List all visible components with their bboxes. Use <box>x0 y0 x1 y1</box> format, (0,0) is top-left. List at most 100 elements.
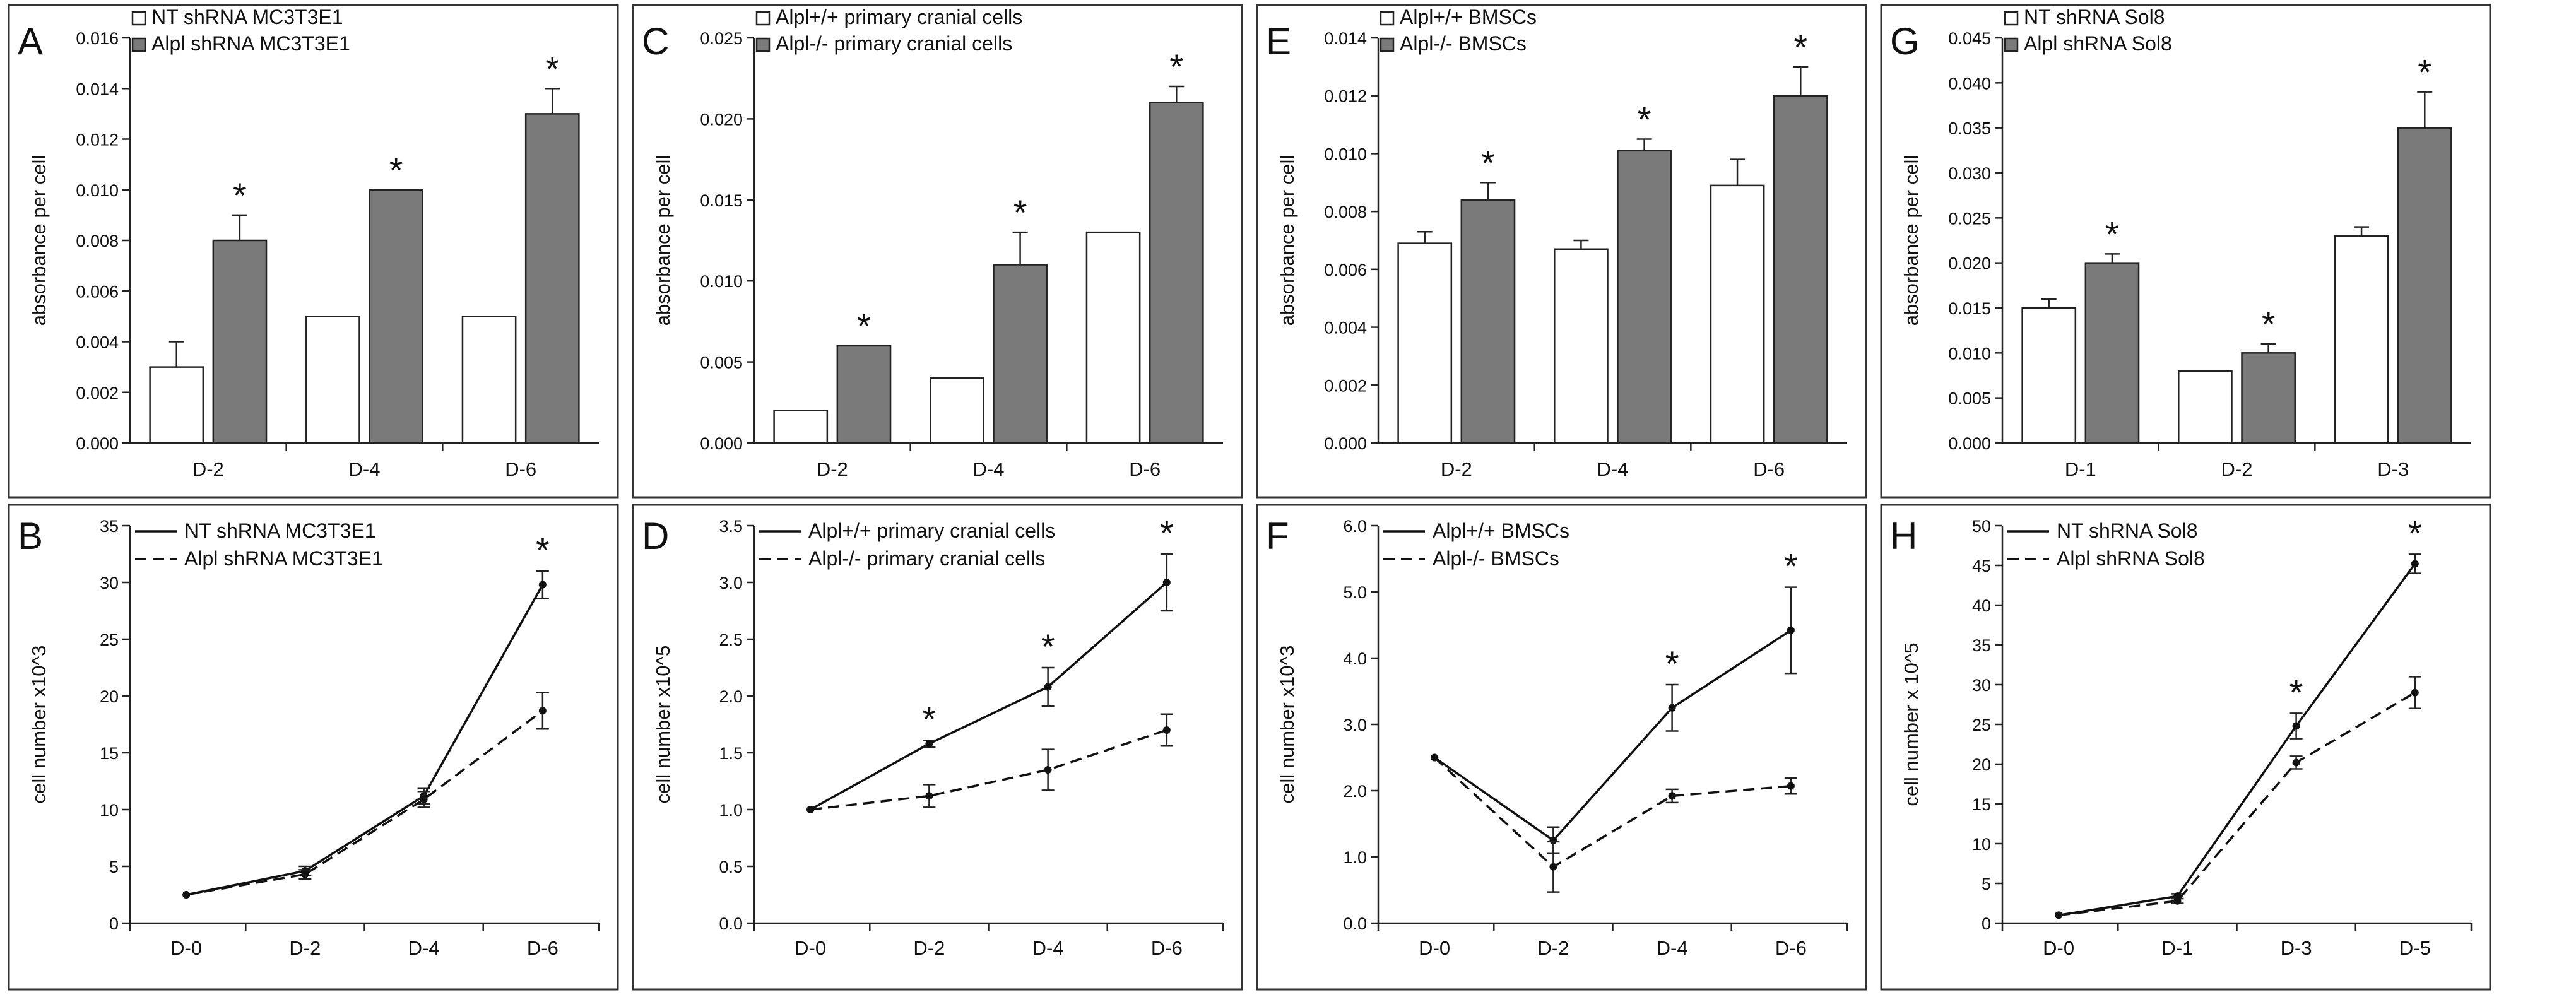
x-tick-label: D-2 <box>913 937 945 959</box>
legend-swatch <box>755 11 771 26</box>
legend-swatch <box>1380 11 1395 26</box>
y-axis-label: absorbance per cell <box>28 155 50 326</box>
panel-g: G 0.000 0.005 0.010 0.015 0.020 0.025 0.030 0.03… <box>1880 4 2491 498</box>
y-tick-label: 40 <box>1972 596 1991 615</box>
y-tick-label: 30 <box>100 574 119 593</box>
data-point <box>1044 766 1052 774</box>
y-tick-label: 15 <box>1972 795 1991 814</box>
bar-control <box>1554 248 1609 444</box>
series-line-control <box>1434 629 1792 842</box>
y-tick-label: 0.000 <box>1324 434 1367 453</box>
y-tick-label: 0.008 <box>1324 203 1367 221</box>
x-tick-label: D-6 <box>505 458 536 480</box>
x-tick-label: D-3 <box>2377 458 2409 480</box>
legend-swatch <box>755 37 771 52</box>
significance-star: * <box>1169 47 1183 86</box>
y-tick-label: 15 <box>100 744 119 763</box>
y-tick-label: 5.0 <box>1343 583 1367 602</box>
significance-star: * <box>1041 627 1055 666</box>
significance-star: * <box>1638 100 1651 139</box>
data-point <box>301 870 309 878</box>
y-tick-label: 0.025 <box>1948 209 1991 228</box>
panel-frame <box>632 504 1243 991</box>
legend-swatch <box>2004 37 2019 52</box>
y-tick-label: 0.006 <box>76 282 119 301</box>
significance-star: * <box>857 306 871 346</box>
x-tick-label: D-2 <box>817 458 848 480</box>
y-tick-label: 0.010 <box>76 181 119 200</box>
series-line-control <box>2058 563 2416 917</box>
significance-star: * <box>2105 214 2119 254</box>
bar-knockdown <box>2397 127 2452 444</box>
bar-control <box>773 410 829 444</box>
legend-label: NT shRNA Sol8 <box>2057 519 2198 542</box>
y-tick-label: 50 <box>1972 517 1991 536</box>
y-tick-label: 0.0 <box>719 914 743 933</box>
significance-star: * <box>545 49 559 88</box>
panel-letter: D <box>642 515 669 557</box>
panel-f: F 0.0 1.0 2.0 3.0 4.0 5.0 6.0 cell number x10^3 D… <box>1256 504 1867 991</box>
y-tick-label: 0.000 <box>1948 434 1991 453</box>
y-tick-label: 0.015 <box>700 191 743 210</box>
x-tick-label: D-3 <box>2281 937 2312 959</box>
data-point <box>1668 704 1676 712</box>
x-tick-label: D-6 <box>1753 458 1785 480</box>
legend-swatch <box>2004 11 2019 26</box>
y-axis-label: cell number x 10^5 <box>1900 642 1922 806</box>
bar-knockdown <box>2084 262 2140 444</box>
legend-swatch <box>131 11 146 26</box>
x-tick-label: D-6 <box>1151 937 1183 959</box>
y-tick-label: 1.5 <box>719 744 743 763</box>
bar-control <box>930 377 984 444</box>
bar-knockdown <box>2241 352 2296 444</box>
panel-letter: B <box>18 515 43 557</box>
data-point <box>2292 758 2300 767</box>
panel-h: H 0 5 10 15 20 25 30 35 40 45 50 cell number x 10^5 D… <box>1880 504 2491 991</box>
significance-star: * <box>922 699 936 739</box>
bar-knockdown <box>1617 150 1672 444</box>
significance-star: * <box>1665 644 1679 683</box>
y-tick-label: 0.016 <box>76 29 119 48</box>
y-tick-label: 0.000 <box>700 434 743 453</box>
y-tick-label: 0.0 <box>1343 914 1367 933</box>
y-tick-label: 2.0 <box>719 687 743 706</box>
y-tick-label: 0 <box>109 914 119 933</box>
y-tick-label: 0.006 <box>1324 261 1367 280</box>
y-tick-label: 5 <box>109 858 119 876</box>
y-tick-label: 6.0 <box>1343 517 1367 536</box>
y-tick-label: 20 <box>1972 755 1991 774</box>
panel-letter: C <box>642 20 669 62</box>
series-line-knockdown <box>186 709 543 896</box>
y-tick-label: 4.0 <box>1343 649 1367 668</box>
significance-star: * <box>2289 672 2303 712</box>
significance-star: * <box>2262 304 2276 344</box>
bar-control <box>1710 184 1765 444</box>
y-axis-label: cell number x10^3 <box>28 646 50 804</box>
x-tick-label: D-2 <box>2221 458 2253 480</box>
y-tick-label: 0.010 <box>1324 145 1367 163</box>
significance-star: * <box>1013 192 1027 232</box>
data-point <box>1431 753 1439 762</box>
bar-knockdown <box>836 345 892 444</box>
panel-d: D 0.0 0.5 1.0 1.5 2.0 2.5 3.0 3.5 cell number x10… <box>632 504 1243 991</box>
y-axis-label: cell number x10^3 <box>1276 646 1298 804</box>
x-tick-label: D-6 <box>1775 937 1807 959</box>
y-tick-label: 0.010 <box>1948 344 1991 363</box>
y-tick-label: 25 <box>1972 716 1991 734</box>
x-tick-label: D-1 <box>2065 458 2096 480</box>
legend-label: Alpl+/+ primary cranial cells <box>776 6 1022 28</box>
panel-e: E 0.000 0.002 0.004 0.006 0.008 0.010 0.012 0.01… <box>1256 4 1867 498</box>
y-axis-label: absorbance per cell <box>1276 155 1298 326</box>
x-tick-label: D-4 <box>973 458 1005 480</box>
legend-label: Alpl-/- primary cranial cells <box>808 547 1045 570</box>
y-tick-label: 10 <box>1972 835 1991 854</box>
series-line-control <box>810 581 1167 811</box>
panel-frame <box>1880 504 2491 991</box>
y-tick-label: 0.020 <box>700 110 743 129</box>
y-tick-label: 0.010 <box>700 272 743 291</box>
legend-swatch <box>131 37 146 52</box>
x-tick-label: D-5 <box>2399 937 2431 959</box>
legend-label: Alpl shRNA MC3T3E1 <box>184 547 383 570</box>
